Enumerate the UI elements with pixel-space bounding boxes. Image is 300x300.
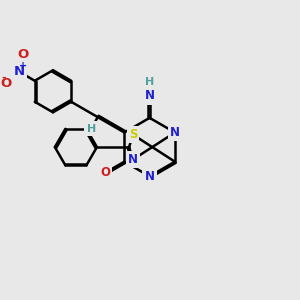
Text: +: +: [19, 61, 27, 71]
Text: H: H: [87, 124, 96, 134]
Text: H: H: [145, 77, 154, 87]
Text: -: -: [2, 73, 6, 83]
Text: N: N: [128, 153, 138, 166]
Text: N: N: [14, 65, 25, 78]
Text: S: S: [129, 128, 137, 141]
Text: N: N: [170, 126, 180, 139]
Text: O: O: [100, 166, 110, 179]
Text: N: N: [145, 89, 154, 103]
Text: O: O: [1, 76, 12, 90]
Text: O: O: [17, 48, 28, 62]
Text: N: N: [145, 170, 154, 183]
